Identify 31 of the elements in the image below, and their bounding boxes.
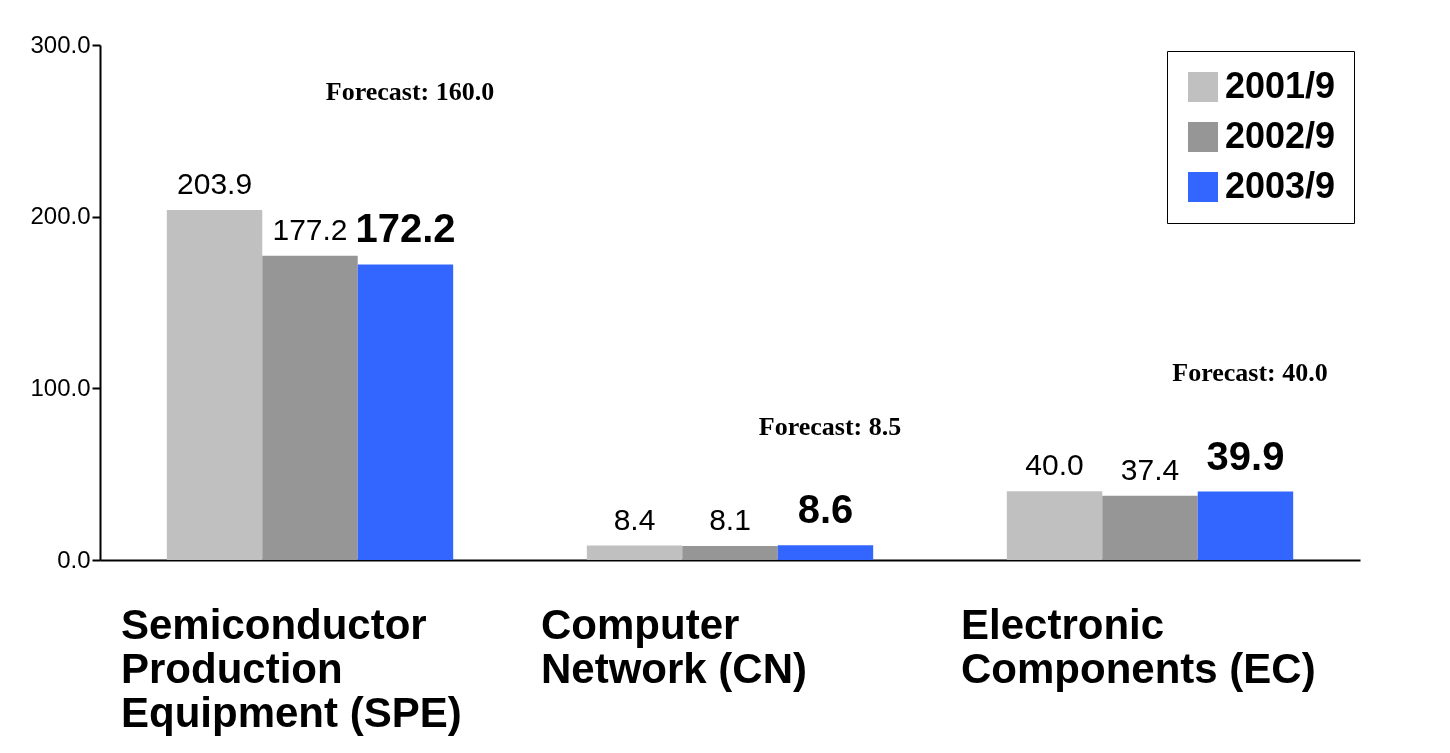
legend-label: 2001/9 (1225, 65, 1336, 106)
annotation: Forecast: 160.0 (325, 76, 495, 106)
data-label: 8.6 (797, 487, 854, 532)
legend-label: 2002/9 (1225, 115, 1336, 156)
data-label: 203.9 (177, 166, 253, 200)
y-tick-label: 0.0 (57, 545, 91, 573)
y-tick-label: 100.0 (30, 373, 91, 401)
data-label: 8.1 (709, 503, 751, 537)
bar (586, 545, 683, 560)
y-tick-label: 200.0 (30, 202, 91, 230)
data-label: 39.9 (1206, 433, 1285, 478)
annotation: Forecast: 40.0 (1172, 358, 1328, 388)
y-tick-label: 300.0 (30, 30, 91, 58)
data-label: 177.2 (272, 212, 348, 246)
bar (777, 545, 874, 560)
data-label: 8.4 (613, 502, 656, 536)
bar (262, 255, 358, 560)
x-tick-label: Electronic Components (EC) (961, 600, 1316, 692)
x-tick-label: Semiconductor Production Equipment (SPE) (121, 600, 462, 736)
bar (357, 264, 454, 560)
bar (166, 209, 263, 560)
bar (1102, 495, 1198, 560)
legend-label: 2003/9 (1225, 165, 1336, 206)
data-label: 172.2 (355, 206, 456, 251)
bar (1197, 491, 1294, 560)
data-label: 37.4 (1120, 452, 1180, 486)
bar (1006, 491, 1103, 560)
annotation: Forecast: 8.5 (758, 412, 902, 442)
x-tick-label: Computer Network (CN) (541, 600, 808, 692)
bar (682, 546, 778, 560)
data-label: 40.0 (1025, 448, 1084, 482)
